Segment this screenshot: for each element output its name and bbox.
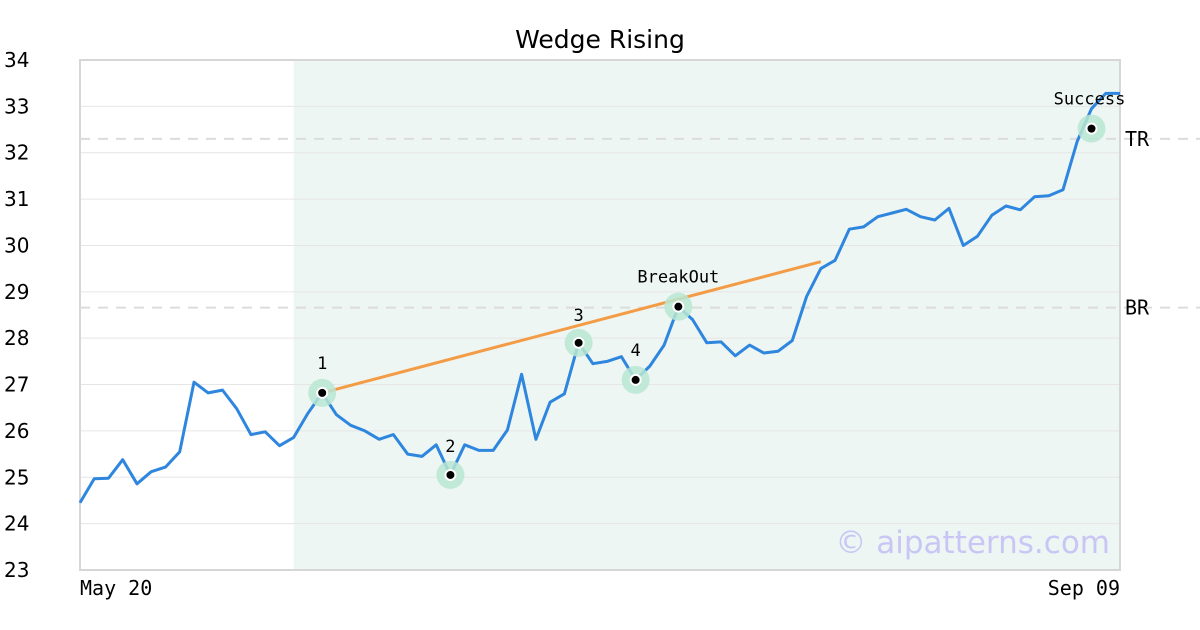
pattern-point bbox=[572, 336, 585, 349]
trendline bbox=[321, 260, 822, 395]
pattern-point bbox=[672, 300, 685, 313]
x-tick-label: May 20 bbox=[80, 576, 152, 600]
pattern-point bbox=[316, 386, 329, 399]
y-tick-label: 26 bbox=[4, 419, 29, 443]
y-tick-label: 34 bbox=[4, 48, 29, 72]
highlight-region bbox=[293, 60, 1121, 570]
y-tick-label: 30 bbox=[4, 233, 29, 257]
pattern-point-label: 2 bbox=[445, 437, 455, 457]
pattern-point-label: 3 bbox=[574, 306, 584, 326]
plot-frame bbox=[79, 59, 1121, 571]
hline-label: TR bbox=[1125, 127, 1150, 151]
pattern-point bbox=[1085, 122, 1098, 135]
y-tick-label: 32 bbox=[4, 141, 29, 165]
pattern-point bbox=[444, 468, 457, 481]
y-tick-label: 28 bbox=[4, 326, 29, 350]
pattern-point-label: 4 bbox=[630, 341, 640, 361]
price-line bbox=[78, 91, 1120, 504]
pattern-point-label: Success bbox=[1054, 90, 1126, 110]
y-tick-label: 33 bbox=[4, 94, 29, 118]
pattern-point bbox=[629, 373, 642, 386]
y-tick-label: 29 bbox=[4, 280, 29, 304]
hline-label: BR bbox=[1125, 296, 1150, 320]
y-tick-label: 27 bbox=[4, 373, 29, 397]
watermark: © aipatterns.com bbox=[835, 525, 1110, 561]
y-tick-label: 25 bbox=[4, 465, 29, 489]
x-tick-label: Sep 09 bbox=[1048, 576, 1120, 600]
chart-title: Wedge Rising bbox=[515, 25, 685, 54]
pattern-point-label: 1 bbox=[317, 354, 327, 374]
y-tick-label: 31 bbox=[4, 187, 29, 211]
y-tick-label: 23 bbox=[4, 558, 29, 582]
y-tick-label: 24 bbox=[4, 512, 29, 536]
pattern-point-label: BreakOut bbox=[637, 268, 719, 288]
